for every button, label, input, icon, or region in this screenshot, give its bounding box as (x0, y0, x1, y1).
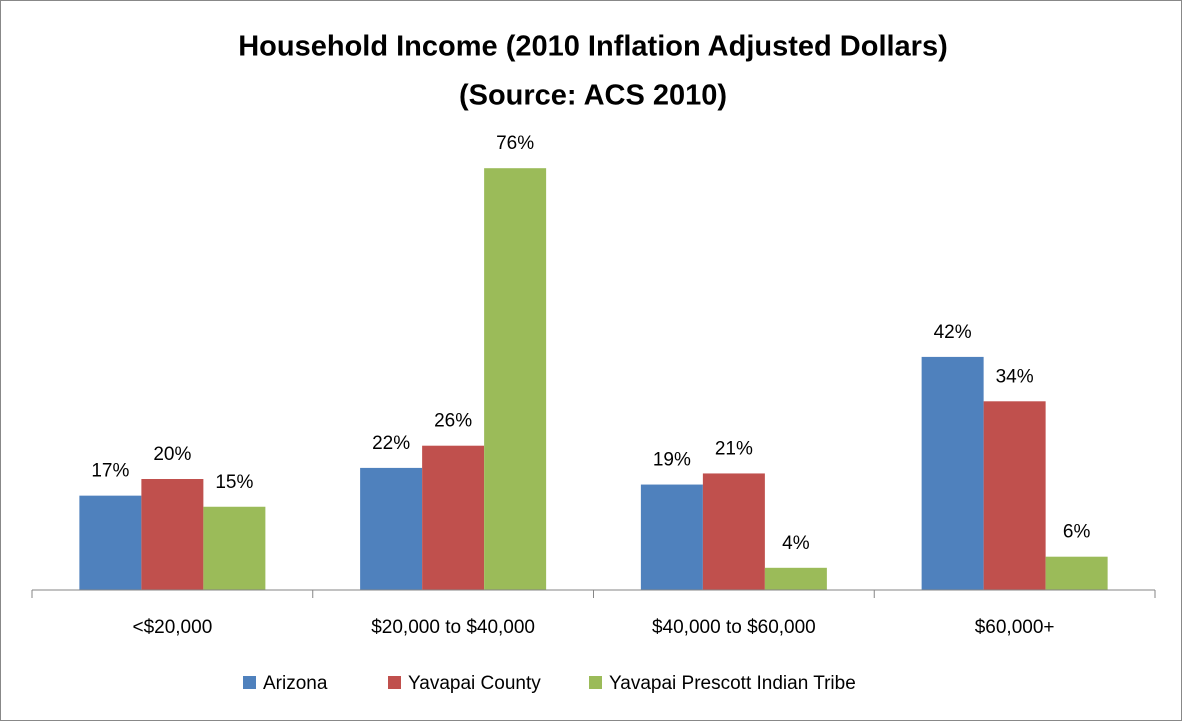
data-label: 4% (782, 533, 810, 554)
chart-title: (Source: ACS 2010) (459, 80, 727, 112)
data-label: 34% (996, 366, 1034, 387)
data-label: 42% (934, 322, 972, 343)
bar (203, 506, 266, 590)
legend-swatch (589, 676, 602, 689)
legend-swatch (243, 676, 256, 689)
legend-label: Yavapai Prescott Indian Tribe (609, 673, 856, 694)
bar (983, 401, 1046, 590)
x-tick-label: <$20,000 (132, 617, 212, 638)
data-label: 15% (215, 472, 253, 493)
data-label: 6% (1063, 522, 1091, 543)
bar (702, 473, 765, 590)
chart-title: Household Income (2010 Inflation Adjuste… (238, 31, 948, 63)
data-label: 17% (91, 461, 129, 482)
legend-label: Yavapai County (408, 673, 541, 694)
data-label: 21% (715, 438, 753, 459)
bar (360, 467, 423, 590)
data-label: 22% (372, 433, 410, 454)
bar (921, 356, 984, 590)
bar (141, 479, 204, 590)
bar (422, 445, 485, 590)
bar (79, 495, 142, 590)
data-label: 20% (153, 444, 191, 465)
data-label: 26% (434, 411, 472, 432)
legend-swatch (388, 676, 401, 689)
x-tick-label: $20,000 to $40,000 (371, 617, 535, 638)
data-label: 19% (653, 450, 691, 471)
legend-label: Arizona (263, 673, 328, 694)
bar (1045, 556, 1108, 590)
x-tick-label: $60,000+ (975, 617, 1055, 638)
bar (640, 484, 703, 590)
bar (484, 168, 547, 590)
x-tick-label: $40,000 to $60,000 (652, 617, 816, 638)
data-label: 76% (496, 133, 534, 154)
bar (764, 567, 827, 590)
